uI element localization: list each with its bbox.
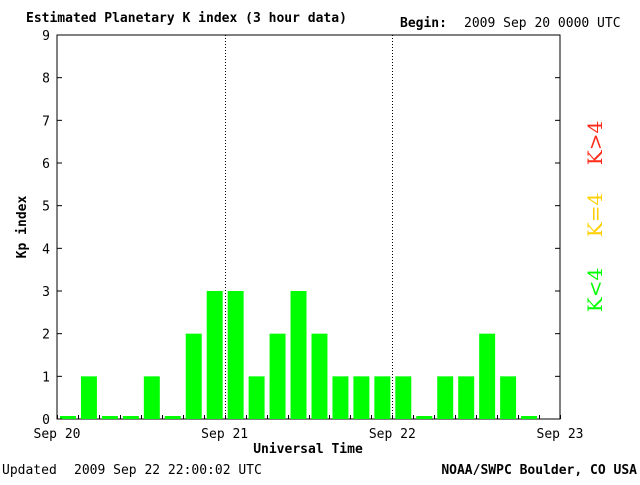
legend-item-2: K<4 — [583, 268, 607, 312]
kp-bar-22 — [521, 416, 538, 419]
kp-bar-1 — [80, 376, 97, 419]
kp-bar-11 — [290, 291, 307, 419]
begin-label: Begin: — [400, 16, 447, 31]
kp-bar-21 — [500, 376, 517, 419]
plot-frame — [56, 34, 561, 420]
y-tick-label-3: 3 — [42, 285, 50, 300]
kp-bar-20 — [479, 333, 496, 419]
kp-bar-0 — [60, 416, 76, 419]
x-tick-label-0: Sep 20 — [34, 427, 81, 442]
y-tick-label-5: 5 — [42, 200, 50, 215]
plot-area: 0 1 2 3 4 5 6 7 8 9 Sep 20 Sep 21 Sep 22 Sep 23 — [34, 29, 584, 442]
y-tick-label-8: 8 — [42, 72, 50, 87]
legend-item-1: K=4 — [583, 193, 607, 237]
x-axis-label: Universal Time — [253, 442, 363, 457]
legend: K>4 K=4 K<4 — [583, 121, 607, 312]
kp-bar-4 — [143, 376, 160, 419]
kp-bar-18 — [437, 376, 454, 419]
y-tick-label-1: 1 — [42, 370, 50, 385]
y-tick-label-7: 7 — [42, 114, 50, 129]
kp-bar-14 — [353, 376, 370, 419]
kp-bar-2 — [101, 416, 118, 419]
y-tick-label-9: 9 — [42, 29, 50, 44]
kp-bar-13 — [332, 376, 349, 419]
kp-bar-9 — [248, 376, 265, 419]
chart-title: Estimated Planetary K index (3 hour data… — [26, 11, 347, 26]
y-axis-label: Kp index — [15, 196, 30, 259]
y-tick-label-0: 0 — [42, 413, 50, 428]
begin-value: 2009 Sep 20 0000 UTC — [464, 16, 621, 31]
x-tick-label-1: Sep 21 — [201, 427, 248, 442]
kp-bar-15 — [374, 376, 391, 419]
kp-bar-3 — [122, 416, 139, 419]
kp-bar-10 — [269, 333, 286, 419]
x-tick-label-3: Sep 23 — [537, 427, 584, 442]
kp-bar-5 — [164, 416, 181, 419]
legend-item-0: K>4 — [583, 121, 607, 165]
kp-bar-7 — [206, 291, 223, 419]
kp-bar-8 — [227, 291, 244, 419]
y-tick-label-6: 6 — [42, 157, 50, 172]
source-credit: NOAA/SWPC Boulder, CO USA — [441, 463, 637, 478]
kp-bar-16 — [395, 376, 412, 419]
kp-bar-17 — [416, 416, 433, 419]
kp-bar-6 — [185, 333, 202, 419]
kp-bar-12 — [311, 333, 328, 419]
y-tick-label-2: 2 — [42, 328, 50, 343]
updated-value: 2009 Sep 22 22:00:02 UTC — [74, 463, 262, 478]
y-tick-label-4: 4 — [42, 242, 50, 257]
updated-label: Updated — [2, 463, 57, 478]
x-tick-label-2: Sep 22 — [369, 427, 416, 442]
kp-bar-19 — [458, 376, 475, 419]
